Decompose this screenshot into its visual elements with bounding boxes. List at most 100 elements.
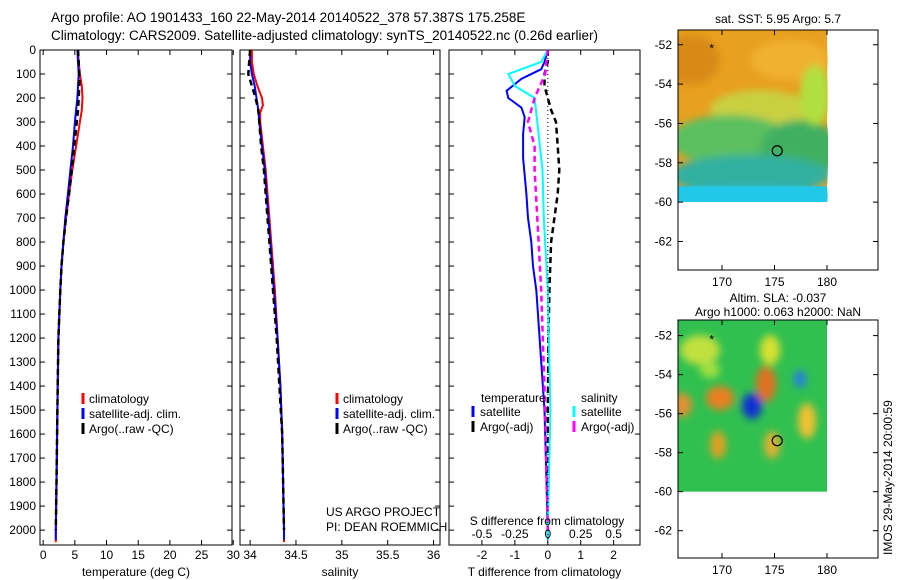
y-tick-label: 800 xyxy=(16,235,36,249)
series-line-argo-raw-qc- xyxy=(247,49,286,531)
pi-annotation: PI: DEAN ROEMMICH xyxy=(326,520,447,534)
sla-blob xyxy=(710,431,726,459)
x-tick-label: 30 xyxy=(227,548,241,562)
lat-tick-label: -60 xyxy=(655,485,673,499)
star-marker: * xyxy=(709,332,714,346)
y-tick-label: 1500 xyxy=(9,403,36,417)
x2-axis-label: S difference from climatology xyxy=(470,514,625,528)
x-tick-label: 10 xyxy=(100,548,114,562)
lon-tick-label: 175 xyxy=(764,275,784,289)
sla-blob xyxy=(764,431,780,459)
lat-tick-label: -56 xyxy=(655,407,673,421)
sla-blobs xyxy=(678,335,816,459)
y-tick-label: 1200 xyxy=(9,331,36,345)
sst-blob xyxy=(800,65,828,125)
sla-blob xyxy=(678,393,692,417)
lat-tick-label: -54 xyxy=(655,368,673,382)
lat-tick-label: -62 xyxy=(655,524,673,538)
y-tick-label: 1300 xyxy=(9,355,36,369)
lat-tick-label: -62 xyxy=(655,234,673,248)
timestamp-stamp: IMOS 29-May-2014 20:00:59 xyxy=(881,400,895,555)
x-axis-label: temperature (deg C) xyxy=(82,565,190,579)
legend-label: Argo(..raw -QC) xyxy=(343,422,428,436)
legend-label: Argo(..raw -QC) xyxy=(89,422,174,436)
y-tick-label: 1600 xyxy=(9,427,36,441)
x-tick-label: 20 xyxy=(163,548,177,562)
y-tick-label: 1000 xyxy=(9,283,36,297)
y-tick-label: 700 xyxy=(16,211,36,225)
map-frame-1 xyxy=(677,29,879,271)
series-line-satellite-adj-clim- xyxy=(249,50,285,540)
plot-frame-1 xyxy=(39,49,233,546)
y-tick-label: 1700 xyxy=(9,451,36,465)
series-line-satellite-adj-clim- xyxy=(54,49,80,540)
x2-tick-label: 0.5 xyxy=(605,527,622,541)
sla-map-subtitle: Argo h1000: 0.063 h2000: NaN xyxy=(695,305,861,319)
legend-label: climatology xyxy=(89,392,149,406)
x-axis-label: salinity xyxy=(322,565,359,579)
lon-tick-label: 180 xyxy=(817,563,837,577)
figure-title-line2: Climatology: CARS2009. Satellite-adjuste… xyxy=(51,28,599,43)
lat-tick-label: -58 xyxy=(655,156,673,170)
figure-title-line1: Argo profile: AO 1901433_160 22-May-2014… xyxy=(51,10,526,25)
lat-tick-label: -60 xyxy=(655,195,673,209)
x2-tick-label: 0 xyxy=(544,527,551,541)
series-line-t-argo-adj- xyxy=(543,50,561,531)
sla-blob xyxy=(700,362,720,378)
legend-label: satellite xyxy=(581,405,622,419)
sla-blob xyxy=(760,335,780,365)
legend-label: Argo(-adj) xyxy=(480,420,533,434)
x2-tick-label: -0.5 xyxy=(472,527,493,541)
x-tick-label: 36 xyxy=(427,548,441,562)
map-image-2 xyxy=(678,320,827,492)
y-tick-label: 400 xyxy=(16,139,36,153)
sla-blob xyxy=(798,403,816,439)
sla-blob xyxy=(756,366,776,402)
x-axis-label: T difference from climatology xyxy=(468,565,622,579)
x-tick-label: 35.5 xyxy=(376,548,400,562)
legend-label: satellite-adj. clim. xyxy=(89,407,181,421)
sst-map-title: sat. SST: 5.95 Argo: 5.7 xyxy=(715,12,841,26)
y-tick-label: 100 xyxy=(16,67,36,81)
x-tick-label: 1 xyxy=(577,548,584,562)
legend-title-temperature: temperature xyxy=(481,391,546,405)
y-tick-label: 500 xyxy=(16,163,36,177)
lat-tick-label: -52 xyxy=(655,329,673,343)
x2-tick-label: 0.25 xyxy=(569,527,593,541)
sla-blob xyxy=(680,335,720,365)
sst-blob xyxy=(678,155,828,195)
x2-tick-label: -0.25 xyxy=(501,527,529,541)
legend-title-salinity: salinity xyxy=(581,391,618,405)
sla-blob xyxy=(706,386,734,410)
lat-tick-label: -56 xyxy=(655,116,673,130)
y-tick-label: 1400 xyxy=(9,379,36,393)
plot-frame-3 xyxy=(448,49,641,546)
lon-tick-label: 175 xyxy=(764,563,784,577)
x-tick-label: 0 xyxy=(544,548,551,562)
y-tick-label: 2000 xyxy=(9,523,36,537)
lat-tick-label: -54 xyxy=(655,77,673,91)
x-tick-label: 25 xyxy=(195,548,209,562)
legend-label: climatology xyxy=(343,392,403,406)
map-frame-2 xyxy=(677,319,879,559)
series-line-argo-raw-qc- xyxy=(54,49,81,531)
lon-tick-label: 180 xyxy=(817,275,837,289)
argo-position-marker xyxy=(771,435,783,447)
star-marker: * xyxy=(709,42,714,56)
y-tick-label: 1100 xyxy=(10,307,36,321)
x-tick-label: 2 xyxy=(610,548,617,562)
y-tick-label: 900 xyxy=(16,259,36,273)
lon-tick-label: 170 xyxy=(712,563,732,577)
lat-tick-label: -52 xyxy=(655,38,673,52)
argo-position-marker xyxy=(771,145,783,157)
x-tick-label: 35 xyxy=(335,548,349,562)
sla-blob xyxy=(742,393,762,419)
y-tick-label: 1900 xyxy=(9,499,36,513)
sst-blob xyxy=(678,35,720,85)
y-tick-label: 600 xyxy=(16,187,36,201)
y-tick-label: 300 xyxy=(16,115,36,129)
y-tick-label: 1800 xyxy=(9,475,36,489)
map-image-1 xyxy=(678,30,828,202)
x-tick-label: 34.5 xyxy=(284,548,308,562)
